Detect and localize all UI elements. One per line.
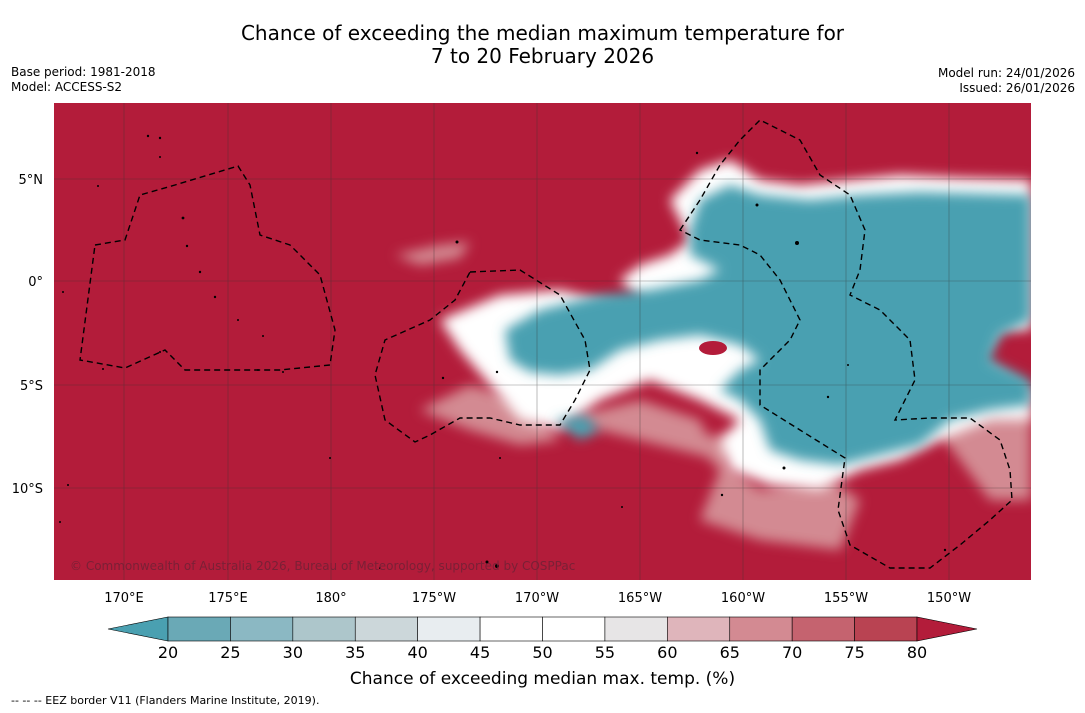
- colorbar-segment: [292, 616, 356, 642]
- red-spot: [699, 341, 727, 355]
- graticule: [54, 103, 1031, 580]
- lon-label-150w: 150°W: [927, 591, 971, 606]
- lon-label-175e: 175°E: [208, 591, 248, 606]
- colorbar-segment: [479, 616, 543, 642]
- model-run: Model run: 24/01/2026: [937, 66, 1075, 80]
- colorbar-tick-label: 30: [283, 643, 303, 662]
- lon-label-165w: 165°W: [618, 591, 662, 606]
- colorbar-label: Chance of exceeding median max. temp. (%…: [349, 669, 736, 689]
- eez-borders: [79, 119, 1013, 569]
- lon-label-175w: 175°W: [412, 591, 456, 606]
- title-line-1: Chance of exceeding the median maximum t…: [240, 21, 845, 45]
- meta-right: Model run: 24/01/2026 Issued: 26/01/2026: [938, 66, 1075, 96]
- base-period: Base period: 1981-2018: [11, 65, 156, 79]
- colorbar-segment: [542, 616, 606, 642]
- colorbar-segment: [230, 616, 294, 642]
- islands: [59, 134, 947, 569]
- colorbar-segment: [791, 616, 855, 642]
- colorbar-segment: [604, 616, 668, 642]
- title-line-2: 7 to 20 February 2026: [430, 44, 655, 68]
- colorbar-tick-label: 40: [407, 643, 427, 662]
- lon-label-170e: 170°E: [104, 591, 144, 606]
- colorbar-segment: [729, 616, 793, 642]
- colorbar-tick-label: 70: [782, 643, 802, 662]
- lat-label-5n: 5°N: [19, 173, 44, 188]
- eez-phoenix: [374, 269, 591, 443]
- lon-label-180: 180°: [315, 591, 346, 606]
- colorbar-tick-label: 50: [532, 643, 552, 662]
- lat-labels: 5°N 0° 5°S 10°S: [12, 173, 43, 497]
- colorbar-tick-label: 80: [907, 643, 927, 662]
- model-name: Model: ACCESS-S2: [11, 80, 123, 94]
- colorbar-tick-label: 55: [595, 643, 615, 662]
- eez-tuvalu-kiribati-west: [79, 165, 336, 371]
- colorbar-segment: [667, 616, 731, 642]
- colorbar-tick-label: 45: [470, 643, 490, 662]
- colorbar-tick-label: 20: [158, 643, 178, 662]
- teal-zones: [505, 185, 1031, 465]
- meta-left: Base period: 1981-2018 Model: ACCESS-S2: [11, 65, 156, 95]
- colorbar-tick-label: 25: [220, 643, 240, 662]
- colorbar-tick-label: 60: [657, 643, 677, 662]
- colorbar-segment: [354, 616, 418, 642]
- lon-label-160w: 160°W: [721, 591, 765, 606]
- colorbar: 20 25 30 35 40 45 50 55 60 65 70 75 80: [107, 616, 978, 662]
- footer-legend: -- -- -- EEZ border V11 (Flanders Marine…: [11, 694, 320, 707]
- colorbar-tick-label: 75: [844, 643, 864, 662]
- colorbar-segment: [854, 616, 918, 642]
- lat-label-5s: 5°S: [20, 379, 43, 394]
- eez-line-islands: [678, 119, 1013, 569]
- colorbar-segment: [417, 616, 481, 642]
- colorbar-tick-label: 35: [345, 643, 365, 662]
- colorbar-tick-label: 65: [720, 643, 740, 662]
- colorbar-over-triangle: [916, 616, 978, 642]
- lon-label-155w: 155°W: [824, 591, 868, 606]
- lon-labels: 170°E 175°E 180° 175°W 170°W 165°W 160°W…: [104, 591, 971, 606]
- map-area: © Commonwealth of Australia 2026, Bureau…: [54, 103, 1031, 580]
- colorbar-segment: [167, 616, 231, 642]
- lat-label-0: 0°: [28, 275, 43, 290]
- lat-label-10s: 10°S: [12, 482, 43, 497]
- lon-label-170w: 170°W: [515, 591, 559, 606]
- copyright-text: © Commonwealth of Australia 2026, Bureau…: [70, 559, 575, 573]
- colorbar-under-triangle: [107, 616, 169, 642]
- chart-title: Chance of exceeding the median maximum t…: [0, 22, 1085, 68]
- issued-date: Issued: 26/01/2026: [959, 81, 1075, 95]
